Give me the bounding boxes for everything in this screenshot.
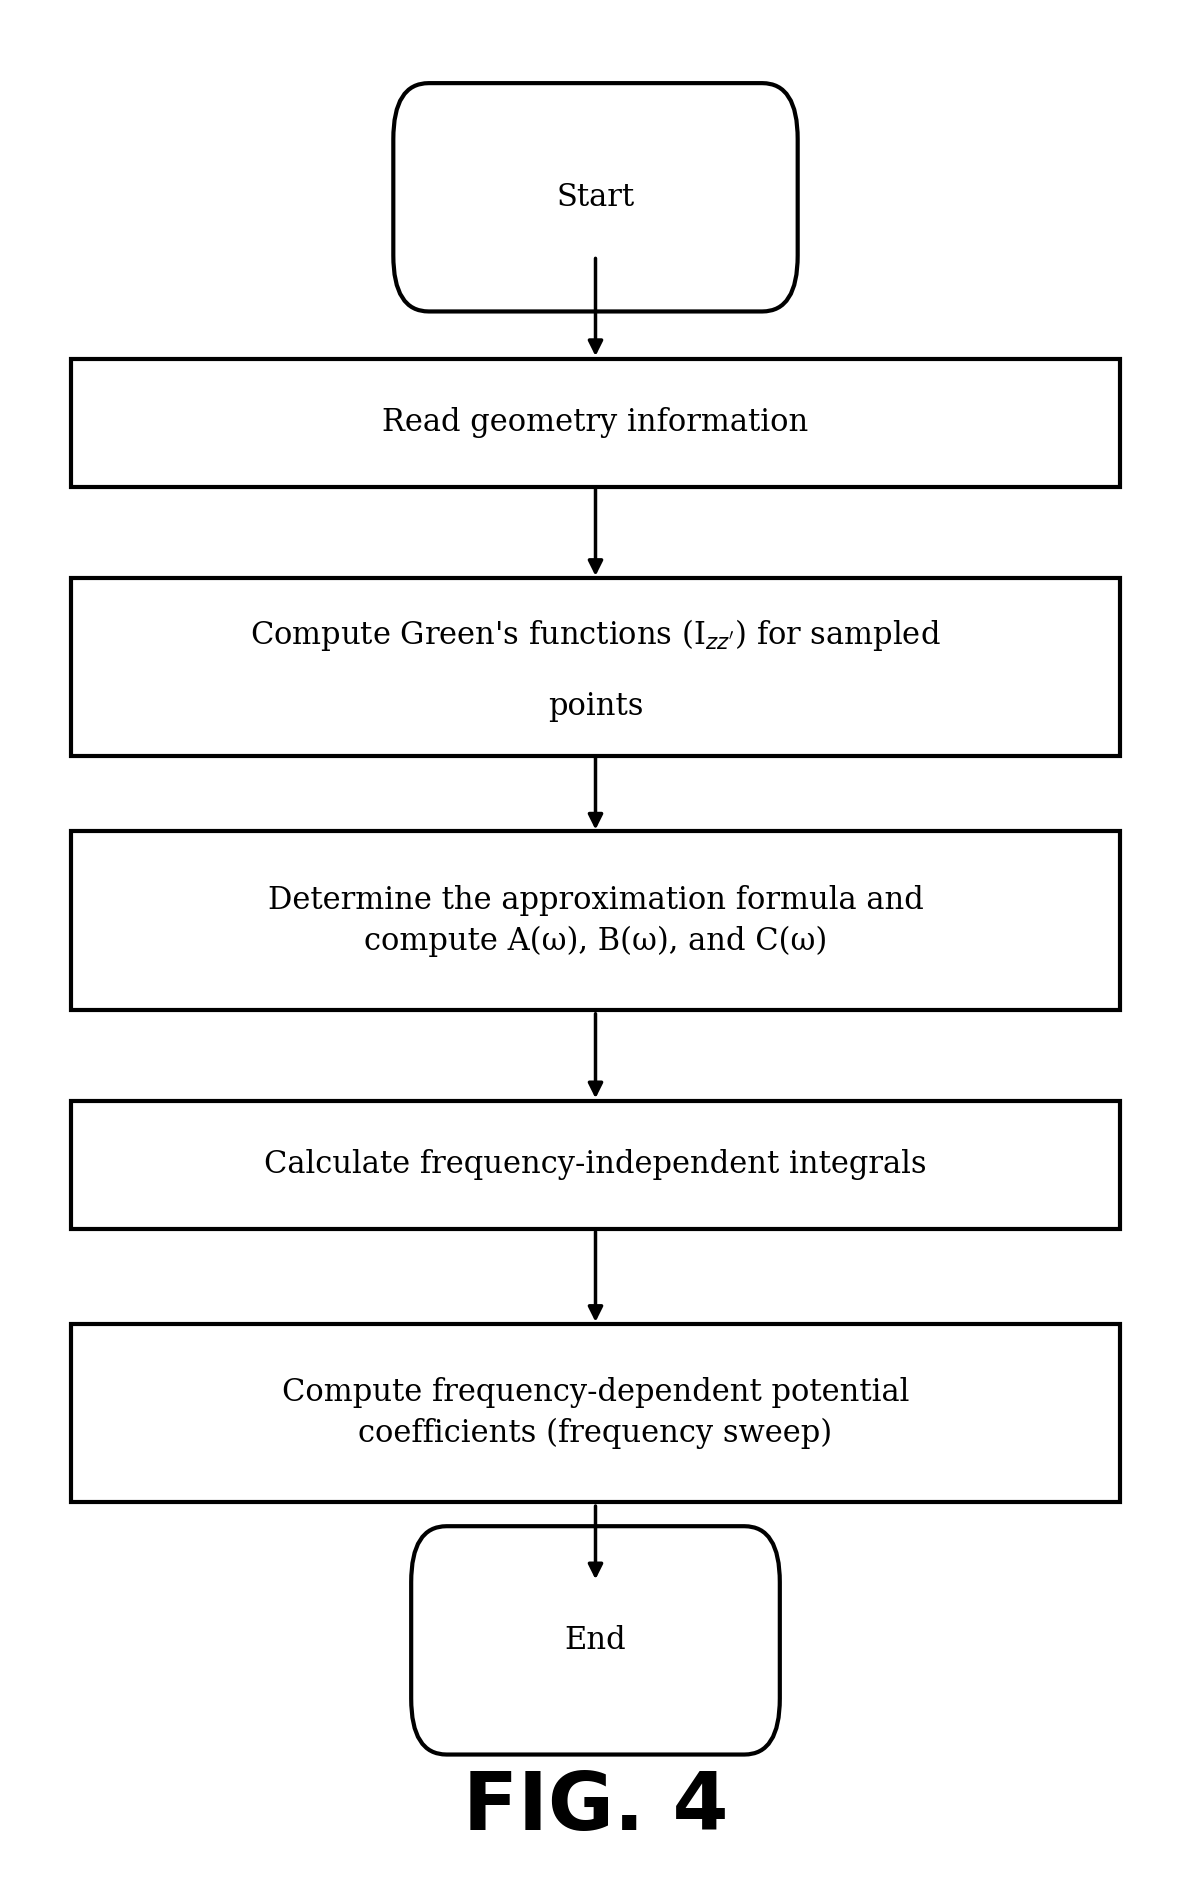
Text: Compute frequency-dependent potential
coefficients (frequency sweep): Compute frequency-dependent potential co…: [282, 1377, 909, 1449]
Text: points: points: [548, 691, 643, 722]
FancyBboxPatch shape: [71, 831, 1120, 1011]
FancyBboxPatch shape: [411, 1526, 780, 1755]
Text: Start: Start: [556, 182, 635, 212]
Text: FIG. 4: FIG. 4: [463, 1768, 728, 1847]
Text: Compute Green's functions (I$_{zz'}$) for sampled: Compute Green's functions (I$_{zz'}$) fo…: [250, 616, 941, 652]
FancyBboxPatch shape: [71, 1323, 1120, 1503]
FancyBboxPatch shape: [71, 359, 1120, 487]
Text: Read geometry information: Read geometry information: [382, 408, 809, 438]
Text: Determine the approximation formula and
compute A(ω), B(ω), and C(ω): Determine the approximation formula and …: [268, 885, 923, 956]
FancyBboxPatch shape: [393, 83, 798, 312]
Text: End: End: [565, 1625, 626, 1655]
FancyBboxPatch shape: [71, 579, 1120, 755]
Text: Calculate frequency-independent integrals: Calculate frequency-independent integral…: [264, 1150, 927, 1180]
FancyBboxPatch shape: [71, 1101, 1120, 1229]
